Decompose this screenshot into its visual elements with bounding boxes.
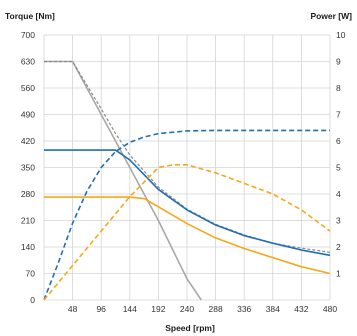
y-left-tick-label: 210 — [21, 216, 35, 226]
series-orange-solid-line — [44, 196, 331, 275]
x-axis-label: Speed [rpm] — [165, 323, 215, 333]
series-gray-solid-line — [44, 60, 202, 301]
x-tick-label: 240 — [180, 304, 194, 314]
y-left-tick-label: 70 — [26, 269, 36, 279]
y-right-tick-label: 2 — [336, 242, 341, 252]
x-tick-label: 336 — [237, 304, 251, 314]
y-right-tick-label: 9 — [336, 57, 341, 67]
y-left-tick-label: 700 — [21, 30, 35, 40]
x-tick-label: 384 — [266, 304, 280, 314]
series-lines — [43, 60, 331, 301]
y-left-tick-label: 560 — [21, 83, 35, 93]
series-dark_gray-dashed-line — [44, 60, 331, 253]
x-tick-label: 192 — [151, 304, 165, 314]
y-left-tick-label: 0 — [30, 295, 35, 305]
x-tick-label: 288 — [209, 304, 223, 314]
y-axis-right-label: Power [W] — [310, 11, 352, 21]
y-right-tick-label: 4 — [336, 189, 341, 199]
y-right-tick-label: 6 — [336, 136, 341, 146]
y-left-tick-label: 420 — [21, 136, 35, 146]
y-left-tick-label: 350 — [21, 163, 35, 173]
x-tick-label: 144 — [123, 304, 137, 314]
y-right-tick-label: 8 — [336, 83, 341, 93]
y-left-tick-label: 490 — [21, 110, 35, 120]
y-right-tick-label: 5 — [336, 163, 341, 173]
grid — [43, 34, 331, 301]
series-orange-dashed-line — [43, 164, 331, 301]
y-axis-left-label: Torque [Nm] — [5, 11, 55, 21]
tick-labels: 0 70 140 210 280 350 420 490 560 630 700 1 2 3 4 5 6 7 8 9 1… — [21, 30, 346, 314]
x-tick-label: 432 — [294, 304, 308, 314]
x-tick-label: 480 — [323, 304, 337, 314]
y-left-tick-label: 280 — [21, 189, 35, 199]
y-right-tick-label: 3 — [336, 216, 341, 226]
x-tick-label: 48 — [68, 304, 78, 314]
y-left-tick-label: 140 — [21, 242, 35, 252]
x-tick-label: 96 — [96, 304, 106, 314]
series-blue-solid-line — [44, 149, 331, 257]
y-right-tick-label: 7 — [336, 110, 341, 120]
y-left-tick-label: 630 — [21, 57, 35, 67]
y-right-tick-label: 1 — [336, 269, 341, 279]
y-right-tick-label: 10 — [336, 30, 346, 40]
